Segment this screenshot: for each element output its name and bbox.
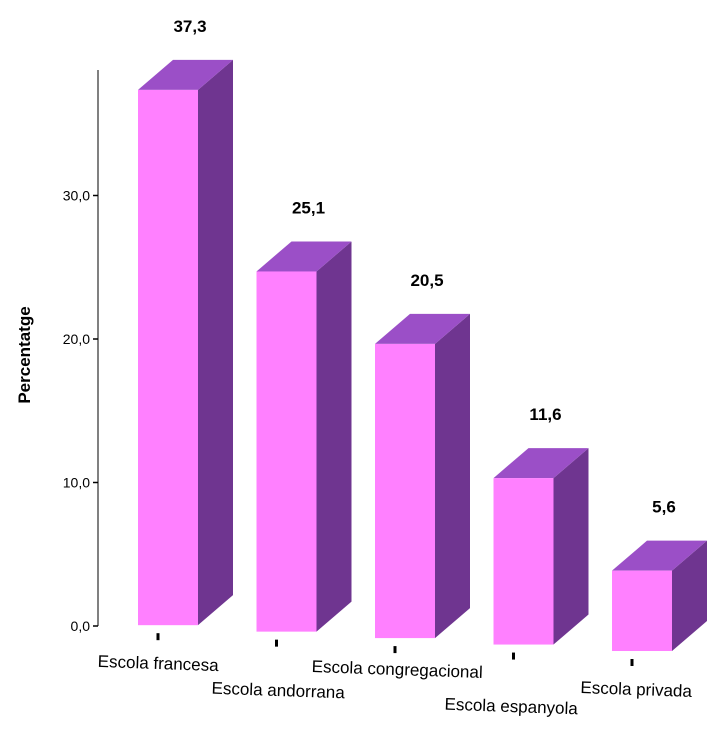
bar <box>256 241 352 632</box>
bar-front-face <box>375 343 435 639</box>
y-axis-title: Percentatge <box>15 306 34 403</box>
x-category-label: Escola andorrana <box>211 679 345 703</box>
bars <box>138 59 707 652</box>
bar <box>375 313 470 639</box>
y-tick-label: 30,0 <box>63 188 90 204</box>
bar-side-face <box>435 313 470 639</box>
bar-side-face <box>316 241 352 632</box>
bar-side-face <box>198 59 233 626</box>
y-tick-label: 0,0 <box>71 618 91 634</box>
bar-front-face <box>138 89 198 626</box>
bar-side-face <box>553 448 589 645</box>
y-axis: 0,0 10,0 20,0 30,0 Percentatge <box>15 70 99 634</box>
y-tick-label: 10,0 <box>63 475 90 491</box>
labels: 37,3 25,1 20,5 11,6 5,6 Escola francesa Escola… <box>97 17 692 718</box>
bar <box>138 59 233 626</box>
data-label: 20,5 <box>410 271 443 290</box>
x-category-label: Escola francesa <box>97 652 219 675</box>
bar-front-face <box>256 271 317 632</box>
bar-front-face <box>493 478 554 645</box>
data-label: 37,3 <box>173 17 206 36</box>
x-category-label: Escola congregacional <box>311 657 483 682</box>
bar-top-face <box>138 59 233 90</box>
y-tick-label: 20,0 <box>63 331 90 347</box>
data-label: 25,1 <box>292 198 325 217</box>
bar-side-face <box>672 540 707 652</box>
x-category-label: Escola espanyola <box>444 695 578 719</box>
bar-top-face <box>493 448 589 479</box>
bar-top-face <box>256 241 352 272</box>
bar <box>612 540 707 652</box>
bar-top-face <box>612 540 707 571</box>
data-label: 11,6 <box>529 405 561 424</box>
bar-top-face <box>375 313 470 344</box>
bar-front-face <box>612 570 672 652</box>
x-category-label: Escola privada <box>580 678 693 701</box>
data-label: 5,6 <box>652 498 676 517</box>
bar <box>493 448 589 645</box>
